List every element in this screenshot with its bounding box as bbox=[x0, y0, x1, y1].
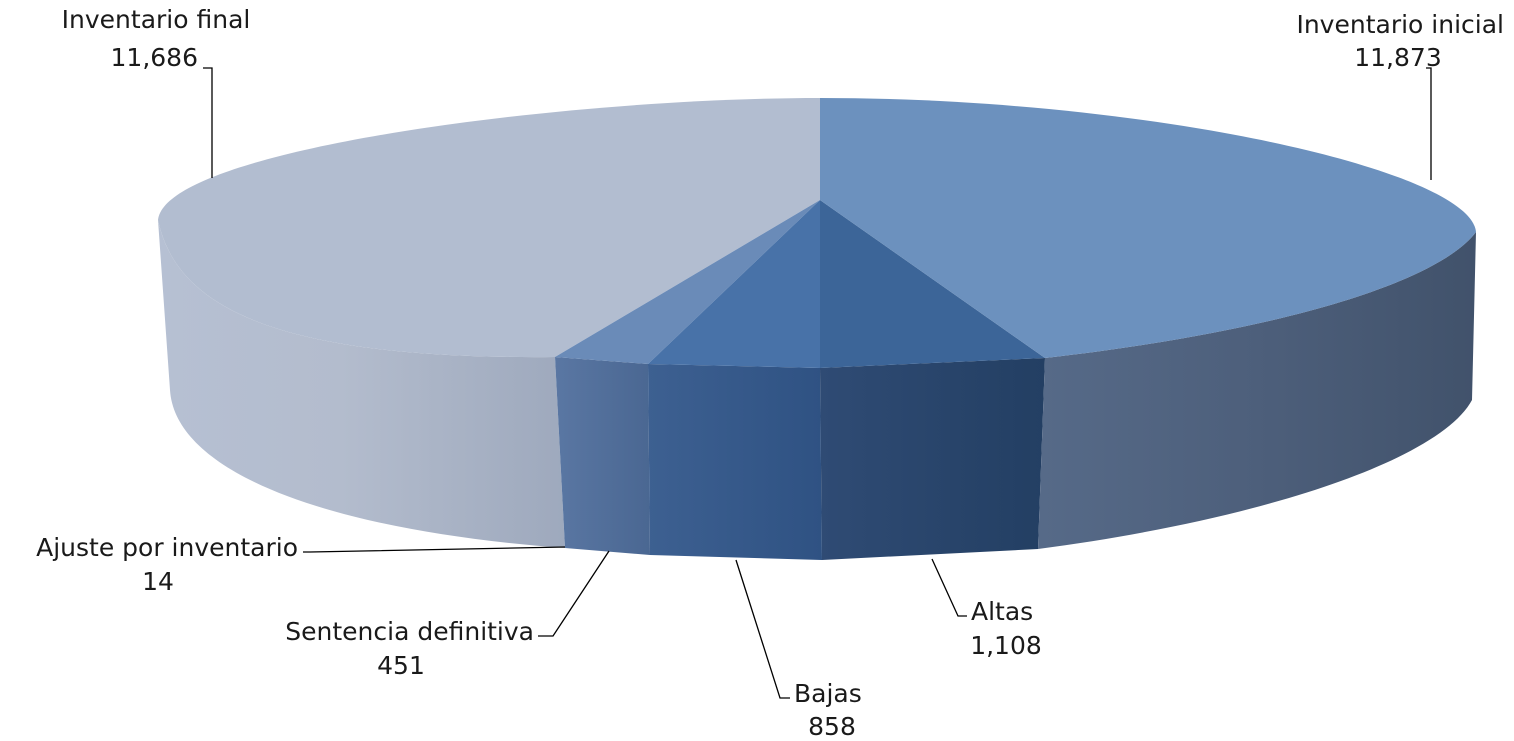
value-sentencia-definitiva: 451 bbox=[377, 651, 425, 680]
label-altas: Altas bbox=[971, 597, 1033, 626]
value-inventario-inicial: 11,873 bbox=[1354, 43, 1441, 72]
label-bajas: Bajas bbox=[794, 679, 862, 708]
label-inventario-inicial: Inventario inicial bbox=[1296, 10, 1504, 39]
leader-line-inventario-inicial bbox=[1426, 67, 1432, 180]
leader-line-sentencia-definitiva bbox=[538, 550, 610, 637]
value-bajas: 858 bbox=[808, 712, 856, 741]
label-inventario-final: Inventario final bbox=[62, 5, 251, 34]
leader-line-ajuste-por-inventario bbox=[303, 546, 566, 553]
value-ajuste-por-inventario: 14 bbox=[142, 567, 174, 596]
label-ajuste-por-inventario: Ajuste por inventario bbox=[36, 533, 298, 562]
label-sentencia-definitiva: Sentencia definitiva bbox=[285, 617, 534, 646]
slice-ajuste-por-inventario bbox=[555, 200, 820, 364]
leader-line-inventario-final bbox=[203, 67, 213, 178]
side-wall-bajas bbox=[648, 364, 822, 560]
leader-line-bajas bbox=[735, 559, 790, 699]
slice-inventario-inicial bbox=[820, 98, 1476, 358]
slice-altas bbox=[820, 200, 1045, 368]
slice-bajas bbox=[648, 200, 820, 368]
side-wall-inventario-inicial bbox=[1038, 232, 1476, 549]
leader-line-altas bbox=[931, 558, 967, 617]
value-inventario-final: 11,686 bbox=[111, 43, 198, 72]
side-wall-ajuste-por-inventario bbox=[555, 357, 650, 555]
side-wall-inventario-final bbox=[158, 220, 565, 548]
side-wall-altas bbox=[820, 358, 1045, 560]
slice-inventario-final bbox=[158, 98, 820, 358]
value-altas: 1,108 bbox=[970, 631, 1042, 660]
